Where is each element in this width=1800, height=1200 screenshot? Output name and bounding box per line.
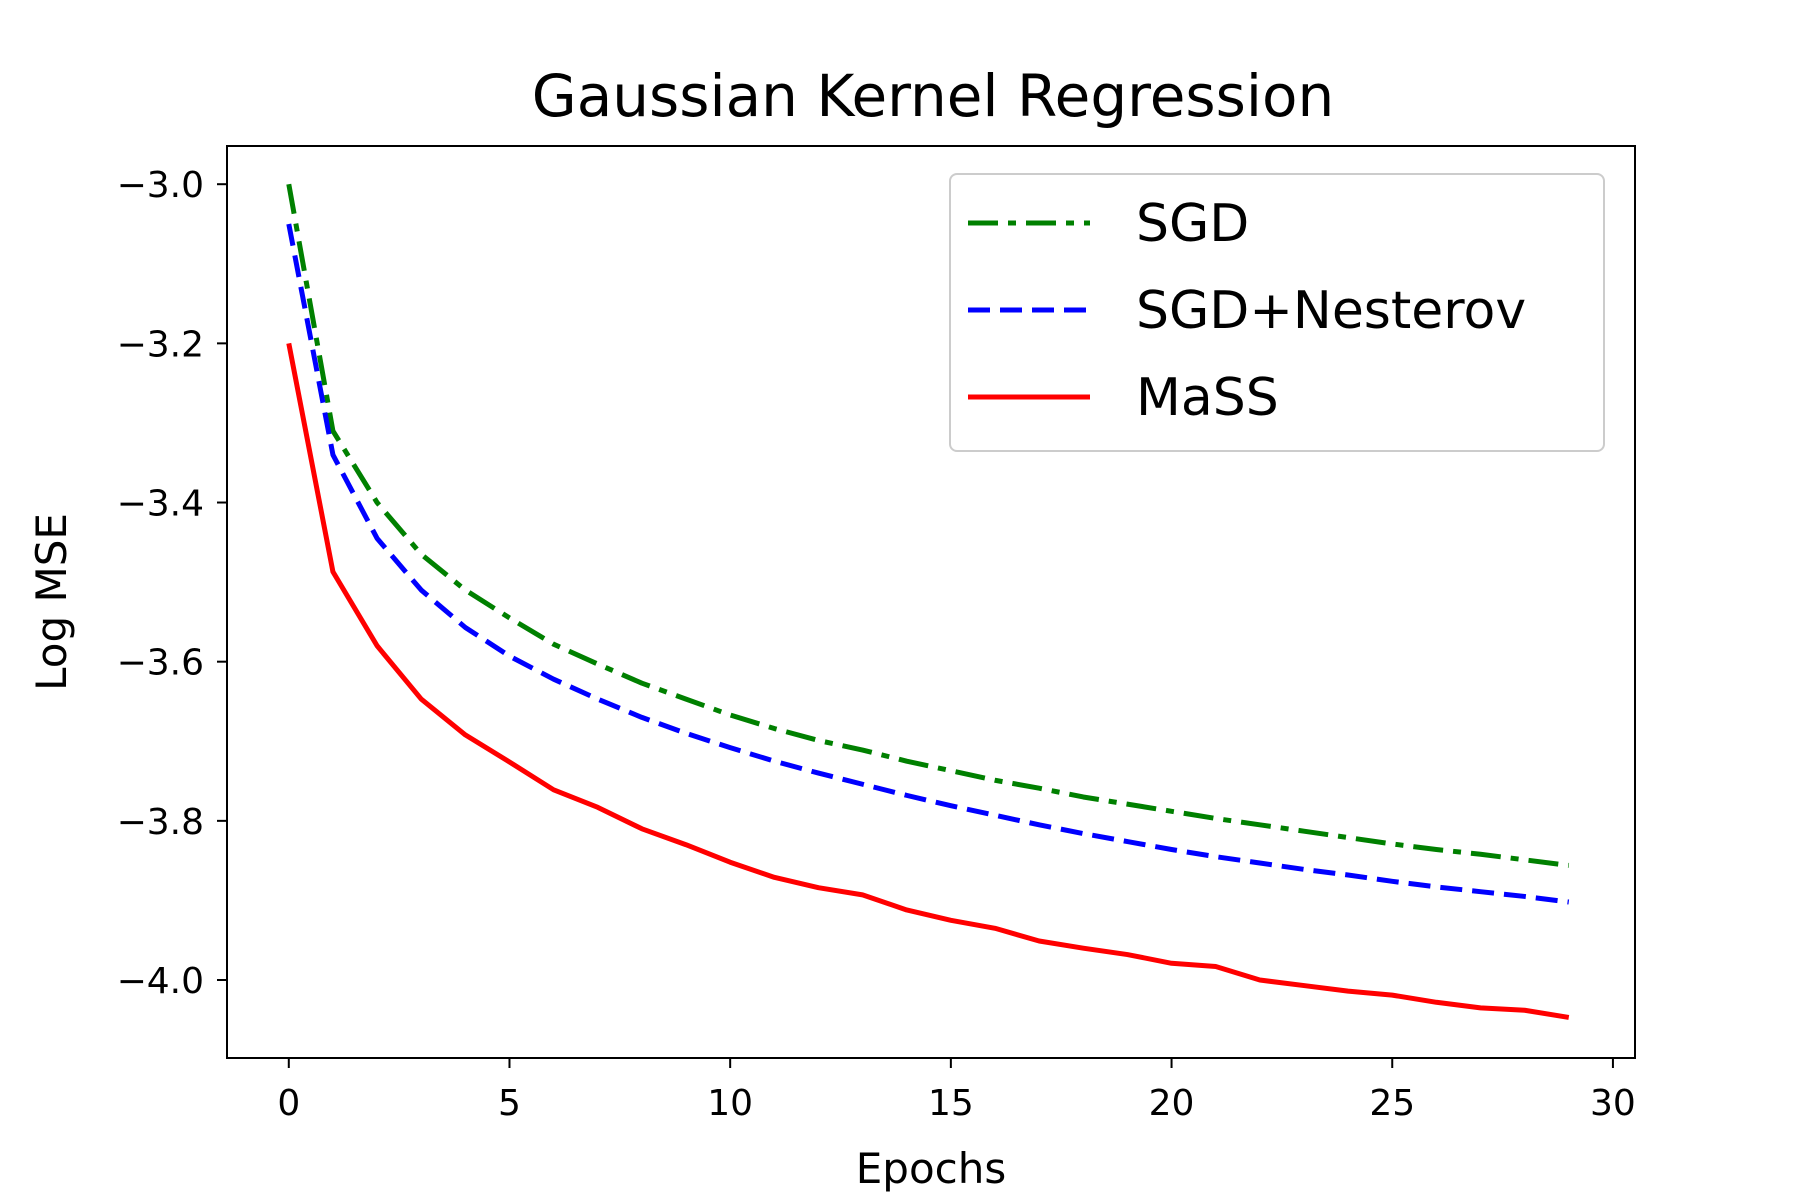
x-tick-label-2: 10 (707, 1083, 753, 1124)
y-tick-label-3: −3.6 (117, 643, 204, 684)
x-tick-label-0: 0 (277, 1083, 300, 1124)
y-axis-label: Log MSE (27, 513, 76, 691)
x-axis-label: Epochs (856, 1144, 1007, 1193)
legend-box (949, 173, 1605, 452)
y-tick-label-4: −3.8 (117, 802, 204, 843)
plot-frame (226, 145, 1636, 1059)
series-line-mass (286, 342, 1570, 1020)
legend: SGD SGD+Nesterov MaSS (949, 173, 1605, 452)
x-tick-label-1: 5 (498, 1083, 521, 1124)
y-tick-label-0: −3.0 (117, 165, 204, 206)
y-tick-label-1: −3.2 (117, 324, 204, 365)
legend-label-sgd: SGD (1136, 194, 1249, 254)
legend-label-mass: MaSS (1136, 368, 1279, 428)
x-tick-label-3: 15 (928, 1083, 974, 1124)
y-tick-label-2: −3.4 (117, 484, 204, 525)
y-axis: −3.0 −3.2 −3.4 −3.6 −3.8 −4.0 (117, 165, 227, 1002)
x-tick-label-4: 20 (1149, 1083, 1195, 1124)
y-tick-label-5: −4.0 (117, 961, 204, 1002)
plot-area (286, 183, 1570, 1020)
x-axis: 0 5 10 15 20 25 30 (277, 1058, 1636, 1124)
x-tick-label-6: 30 (1590, 1083, 1636, 1124)
legend-label-sgd-nesterov: SGD+Nesterov (1136, 281, 1526, 341)
chart-title: Gaussian Kernel Regression (532, 62, 1334, 130)
x-tick-label-5: 25 (1369, 1083, 1415, 1124)
series-line-sgd-nesterov (286, 223, 1570, 905)
